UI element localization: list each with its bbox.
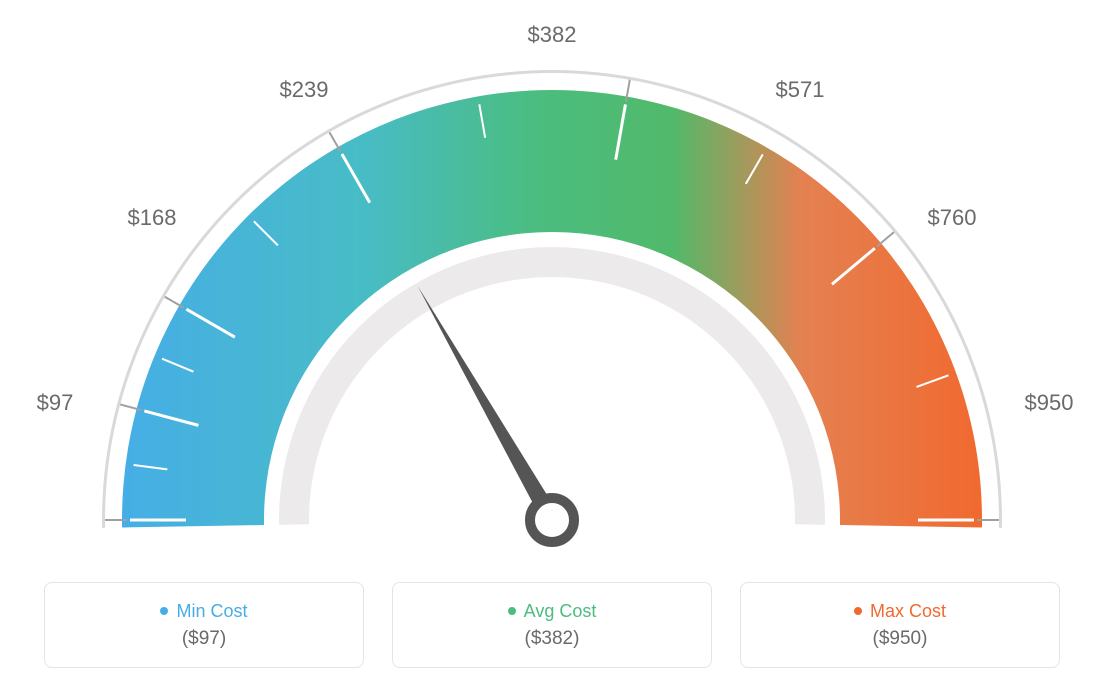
legend-dot-max (854, 607, 862, 615)
legend-dot-min (160, 607, 168, 615)
legend-card-avg: Avg Cost ($382) (392, 582, 712, 668)
gauge-tick-label: $97 (37, 390, 74, 416)
gauge-tick-label: $760 (928, 205, 977, 231)
legend-title-text-max: Max Cost (870, 601, 946, 622)
gauge-tick-label: $950 (1025, 390, 1074, 416)
legend-dot-avg (508, 607, 516, 615)
gauge-tick-label: $571 (776, 77, 825, 103)
legend-value-max: ($950) (873, 628, 928, 650)
gauge-tick-label: $239 (280, 77, 329, 103)
legend-value-min: ($97) (182, 628, 226, 650)
gauge-svg (0, 0, 1104, 570)
legend-row: Min Cost ($97) Avg Cost ($382) Max Cost … (0, 582, 1104, 668)
gauge-tick-label: $382 (528, 22, 577, 48)
legend-card-min: Min Cost ($97) (44, 582, 364, 668)
legend-title-text-min: Min Cost (176, 601, 247, 622)
legend-value-avg: ($382) (525, 628, 580, 650)
legend-title-max: Max Cost (854, 601, 946, 622)
legend-title-text-avg: Avg Cost (524, 601, 597, 622)
legend-title-avg: Avg Cost (508, 601, 597, 622)
gauge-container: $97 $168 $239 $382 $571 $760 $950 (0, 0, 1104, 570)
legend-title-min: Min Cost (160, 601, 247, 622)
legend-card-max: Max Cost ($950) (740, 582, 1060, 668)
gauge-tick-label: $168 (128, 205, 177, 231)
